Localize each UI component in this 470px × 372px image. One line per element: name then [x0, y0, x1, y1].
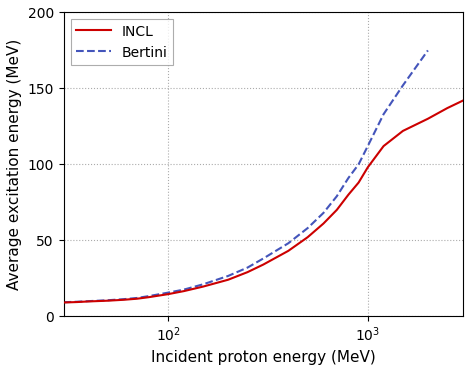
- Bertini: [285, 241, 291, 246]
- INCL: [61, 300, 66, 305]
- INCL: [345, 192, 351, 197]
- INCL: [460, 98, 466, 103]
- Bertini: [334, 194, 340, 198]
- INCL: [365, 165, 370, 170]
- X-axis label: Incident proton energy (MeV): Incident proton energy (MeV): [151, 350, 376, 365]
- Bertini: [381, 112, 386, 116]
- INCL: [445, 106, 450, 110]
- Bertini: [260, 256, 266, 261]
- INCL: [200, 284, 206, 289]
- Bertini: [86, 299, 91, 304]
- Bertini: [245, 265, 251, 270]
- INCL: [425, 116, 431, 121]
- Bertini: [134, 296, 140, 300]
- INCL: [381, 144, 386, 148]
- INCL: [260, 262, 266, 267]
- Bertini: [321, 211, 326, 215]
- Bertini: [425, 48, 431, 53]
- INCL: [134, 296, 140, 301]
- INCL: [165, 292, 171, 296]
- Bertini: [74, 299, 80, 304]
- INCL: [356, 180, 361, 185]
- INCL: [86, 299, 91, 304]
- Bertini: [146, 294, 151, 298]
- Legend: INCL, Bertini: INCL, Bertini: [70, 19, 173, 65]
- INCL: [181, 289, 187, 294]
- Line: Bertini: Bertini: [63, 51, 428, 302]
- INCL: [225, 278, 231, 282]
- Bertini: [61, 300, 66, 304]
- INCL: [245, 270, 251, 275]
- Bertini: [345, 176, 351, 180]
- Bertini: [225, 274, 231, 278]
- INCL: [400, 129, 406, 133]
- Y-axis label: Average excitation energy (MeV): Average excitation energy (MeV): [7, 39, 22, 290]
- INCL: [321, 221, 326, 226]
- Bertini: [305, 226, 311, 230]
- INCL: [305, 235, 311, 240]
- Bertini: [165, 291, 171, 295]
- Bertini: [105, 298, 111, 302]
- INCL: [105, 298, 111, 303]
- INCL: [121, 298, 126, 302]
- Line: INCL: INCL: [63, 100, 463, 302]
- INCL: [334, 208, 340, 212]
- INCL: [285, 248, 291, 253]
- Bertini: [356, 162, 361, 167]
- Bertini: [365, 144, 370, 148]
- Bertini: [400, 83, 406, 87]
- INCL: [74, 300, 80, 304]
- Bertini: [200, 282, 206, 286]
- Bertini: [181, 287, 187, 292]
- Bertini: [121, 297, 126, 301]
- INCL: [146, 295, 151, 299]
